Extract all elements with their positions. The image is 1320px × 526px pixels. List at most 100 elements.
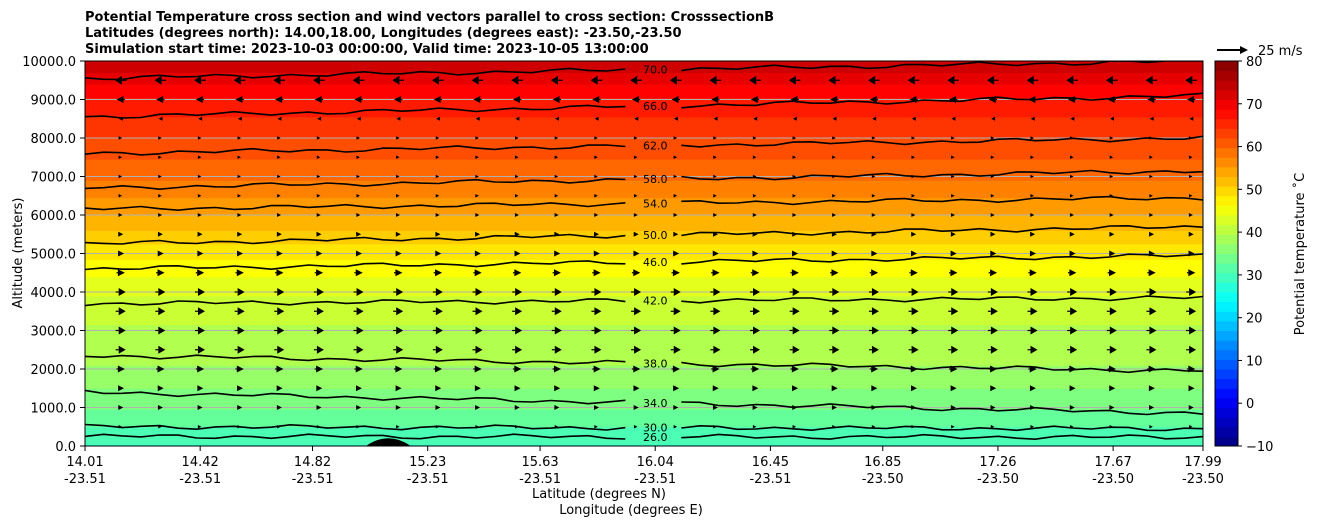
field-band <box>85 220 1203 224</box>
field-band <box>85 333 1203 337</box>
contour-line <box>85 354 626 365</box>
field-band <box>85 66 1203 70</box>
wind-arrow-head <box>1070 288 1078 296</box>
field-band <box>85 183 1203 187</box>
wind-arrow-head <box>911 213 916 217</box>
field-band <box>85 314 1203 318</box>
wind-arrow-head <box>435 326 443 335</box>
wind-arrow-head <box>1066 75 1074 85</box>
colorbar-tick-label: −10 <box>1246 440 1273 455</box>
x-tick-label-longitude: -23.51 <box>519 472 561 487</box>
wind-arrow-head <box>273 75 281 85</box>
field-band <box>85 218 1203 222</box>
y-tick-label: 1000.0 <box>31 402 77 417</box>
colorbar-band <box>1215 166 1238 177</box>
wind-arrow-head <box>990 155 995 159</box>
wind-arrow-head <box>669 75 677 85</box>
wind-arrow-head <box>634 307 642 316</box>
colorbar-band <box>1215 426 1238 437</box>
wind-arrow-head <box>158 213 163 217</box>
wind-arrow-head <box>552 96 560 103</box>
wind-arrow-head <box>554 385 561 392</box>
title-line-2: Latitudes (degrees north): 14.00,18.00, … <box>85 26 682 41</box>
wind-arrow-head <box>911 288 919 296</box>
wind-arrow-head <box>277 288 285 296</box>
field-band <box>85 108 1203 112</box>
wind-arrow-head <box>554 155 559 159</box>
wind-arrow-head <box>711 96 719 103</box>
wind-arrow-head <box>593 250 600 257</box>
wind-arrow-head <box>791 269 799 277</box>
field-band <box>85 149 1203 152</box>
wind-arrow-head <box>554 116 559 121</box>
wind-arrow-head <box>395 385 402 392</box>
wind-arrow-head <box>1070 155 1074 159</box>
colorbar: −10 0 10 20 30 40 50 60 70 80 Potential temperatu… <box>1214 55 1308 455</box>
wind-arrow-head <box>1189 345 1197 354</box>
wind-arrow-head <box>475 326 483 335</box>
field-band <box>85 208 1203 212</box>
wind-arrow-head <box>594 231 600 237</box>
wind-arrow-head <box>673 155 678 159</box>
wind-arrow-head <box>396 326 404 335</box>
wind-arrow-head <box>593 269 601 277</box>
field-band <box>85 114 1203 118</box>
colorbar-band <box>1215 330 1238 341</box>
wind-arrow-head <box>594 405 600 410</box>
field-band <box>85 443 1203 446</box>
wind-arrow-head <box>554 250 561 257</box>
field-band <box>85 320 1203 324</box>
wind-arrow-head <box>792 288 800 296</box>
field-band <box>85 324 1203 328</box>
wind-arrow-head <box>634 326 642 335</box>
x-tick-label-longitude: -23.51 <box>749 472 791 487</box>
field-band <box>85 226 1203 229</box>
field-band <box>85 179 1203 183</box>
wind-arrow-head <box>1109 326 1117 335</box>
wind-arrow-head <box>474 250 481 257</box>
x-tick-label-latitude: 14.42 <box>182 455 219 470</box>
field-band <box>85 407 1203 410</box>
field-band <box>85 100 1203 104</box>
field-band <box>85 237 1203 241</box>
contour-line <box>85 202 626 212</box>
field-band <box>85 331 1203 335</box>
wind-arrow-head <box>951 136 955 140</box>
wind-arrow-head <box>831 365 839 373</box>
wind-arrow-head <box>950 385 957 392</box>
wind-arrow-head <box>1188 213 1193 217</box>
wind-arrow-head <box>594 194 598 198</box>
wind-arrow-head <box>316 194 321 198</box>
wind-arrow-head <box>752 155 757 159</box>
field-band <box>85 289 1203 293</box>
wind-arrow-head <box>554 345 562 354</box>
field-band <box>85 304 1203 308</box>
field-band <box>85 262 1203 266</box>
wind-arrow-head <box>237 250 244 257</box>
wind-arrow-head <box>276 365 284 373</box>
wind-arrow-head <box>1109 307 1117 316</box>
wind-arrow-head <box>233 75 241 85</box>
wind-arrow-head <box>1148 385 1155 392</box>
field-band <box>85 102 1203 106</box>
y-axis: 0.0 1000.0 2000.0 3000.0 4000.0 5000.0 6000.0 7… <box>22 55 85 455</box>
wind-arrow-head <box>911 326 919 335</box>
colorbar-band <box>1215 70 1238 81</box>
wind-arrow-head <box>313 75 321 85</box>
wind-arrow-head <box>868 75 876 85</box>
wind-arrow-head <box>435 269 443 277</box>
wind-arrow-head <box>1030 288 1038 296</box>
field-band <box>85 216 1203 220</box>
wind-arrow-head <box>435 250 442 257</box>
wind-arrow-head <box>911 345 919 354</box>
field-band <box>85 260 1203 264</box>
wind-arrow-head <box>910 269 918 277</box>
wind-arrow-head <box>593 385 600 392</box>
wind-arrow-head <box>277 194 281 198</box>
wind-arrow-head <box>630 75 638 85</box>
field-band <box>85 432 1203 435</box>
wind-arrow-head <box>593 365 601 373</box>
wind-arrow-head <box>1149 288 1157 296</box>
wind-arrow-head <box>197 174 202 179</box>
wind-arrow-head <box>673 250 680 257</box>
